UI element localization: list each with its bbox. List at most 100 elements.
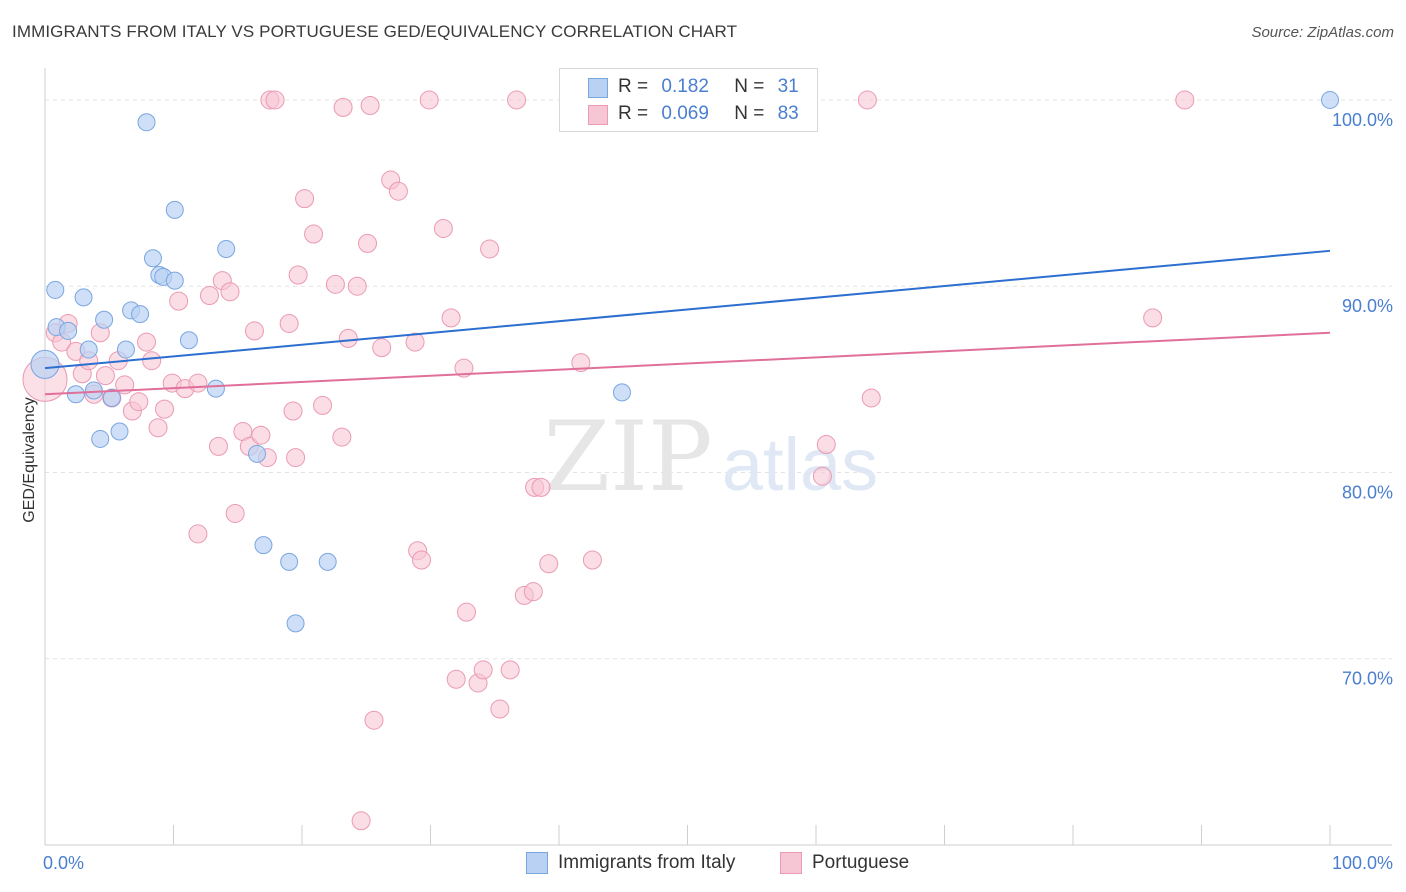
portuguese-point xyxy=(148,418,168,438)
italy-point xyxy=(248,444,267,463)
italy-point xyxy=(30,349,60,379)
italy-point xyxy=(59,321,78,340)
legend-r-label: R = xyxy=(618,76,649,97)
legend-swatch-portuguese xyxy=(588,105,608,125)
italy-point xyxy=(91,429,110,448)
watermark-atlas: atlas xyxy=(722,423,878,506)
y-tick-label: 90.0% xyxy=(1342,296,1393,316)
italy-point xyxy=(1321,90,1339,109)
bottom-legend-portuguese: Portuguese xyxy=(812,852,910,873)
italy-point xyxy=(116,340,135,359)
portuguese-point xyxy=(441,308,461,328)
y-tick-label: 70.0% xyxy=(1342,669,1393,689)
portuguese-point xyxy=(129,392,149,412)
portuguese-point xyxy=(351,811,371,831)
italy-point xyxy=(286,614,305,633)
legend-n-italy: 31 xyxy=(777,76,799,97)
legend-n-label: N = xyxy=(734,76,765,97)
italy-point xyxy=(254,536,273,555)
portuguese-point xyxy=(338,328,358,348)
portuguese-point xyxy=(531,477,551,497)
portuguese-point xyxy=(225,503,245,523)
legend-r-portuguese: 0.069 xyxy=(661,103,709,124)
portuguese-point xyxy=(507,90,527,110)
y-tick-label: 80.0% xyxy=(1342,482,1393,502)
italy-point xyxy=(74,288,93,307)
italy-point xyxy=(110,422,129,441)
portuguese-point xyxy=(1143,308,1163,328)
italy-point xyxy=(206,379,225,398)
portuguese-point xyxy=(288,265,308,285)
legend-r-italy: 0.182 xyxy=(661,76,709,97)
portuguese-point xyxy=(412,550,432,570)
italy-point xyxy=(165,200,184,219)
portuguese-point xyxy=(446,669,466,689)
portuguese-point xyxy=(812,466,832,486)
axes xyxy=(44,68,1392,846)
portuguese-point xyxy=(388,181,408,201)
portuguese-point xyxy=(539,554,559,574)
italy-point xyxy=(46,280,65,299)
portuguese-point xyxy=(325,274,345,294)
legend-row-portuguese: R = 0.069 N = 83 xyxy=(618,103,799,125)
portuguese-point xyxy=(155,399,175,419)
portuguese-point xyxy=(304,224,324,244)
italy-point xyxy=(102,388,121,407)
italy-points xyxy=(30,90,1339,633)
portuguese-point xyxy=(199,286,219,306)
trend-lines xyxy=(44,249,1331,396)
portuguese-point xyxy=(456,602,476,622)
italy-point xyxy=(79,340,98,359)
portuguese-point xyxy=(251,425,271,445)
bottom-legend-swatch-italy xyxy=(526,852,548,874)
italy-point xyxy=(95,310,114,329)
portuguese-point xyxy=(188,524,208,544)
portuguese-point xyxy=(188,373,208,393)
portuguese-point xyxy=(95,366,115,386)
italy-point xyxy=(84,381,103,400)
portuguese-point xyxy=(313,395,333,415)
bottom-legend-swatch-portuguese xyxy=(780,852,802,874)
portuguese-point xyxy=(454,358,474,378)
italy-point xyxy=(143,249,162,268)
legend-n-portuguese: 83 xyxy=(777,103,799,124)
portuguese-point xyxy=(419,90,439,110)
italy-point xyxy=(137,113,156,132)
portuguese-point xyxy=(582,550,602,570)
italy-trend-line xyxy=(44,249,1331,370)
italy-point xyxy=(280,552,299,571)
portuguese-point xyxy=(480,239,500,259)
italy-point xyxy=(165,271,184,290)
correlation-legend: R = 0.182 N = 31 R = 0.069 N = 83 xyxy=(559,68,818,132)
portuguese-point xyxy=(283,401,303,421)
portuguese-point xyxy=(500,660,520,680)
grid-lines xyxy=(45,99,1392,660)
portuguese-point xyxy=(332,427,352,447)
portuguese-point xyxy=(169,291,189,311)
italy-point xyxy=(66,385,85,404)
portuguese-point xyxy=(571,353,591,373)
italy-point xyxy=(131,305,150,324)
portuguese-point xyxy=(137,332,157,352)
portuguese-point xyxy=(358,233,378,253)
portuguese-point xyxy=(364,710,384,730)
portuguese-point xyxy=(279,313,299,333)
portuguese-point xyxy=(295,189,315,209)
legend-r-label: R = xyxy=(618,103,649,124)
portuguese-point xyxy=(244,321,264,341)
portuguese-point xyxy=(1175,90,1195,110)
bottom-legend-italy: Immigrants from Italy xyxy=(558,852,736,873)
italy-point xyxy=(318,552,337,571)
italy-point xyxy=(217,239,236,258)
x-tick-label-max: 100.0% xyxy=(1332,853,1393,873)
y-tick-label: 100.0% xyxy=(1332,110,1393,130)
portuguese-point xyxy=(347,276,367,296)
portuguese-point xyxy=(208,436,228,456)
watermark-zip: ZIP xyxy=(543,401,712,513)
portuguese-point xyxy=(142,351,162,371)
italy-point xyxy=(179,331,198,350)
portuguese-point xyxy=(360,96,380,116)
legend-row-italy: R = 0.182 N = 31 xyxy=(618,76,799,98)
legend-n-label: N = xyxy=(734,103,765,124)
